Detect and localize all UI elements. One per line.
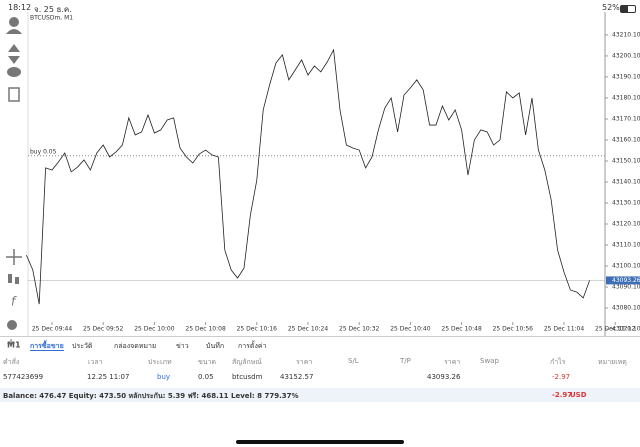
battery-icon [620, 5, 636, 13]
y-tick-label: 43160.10 [612, 136, 640, 143]
x-tick-label: 25 Dec 10:40 [390, 326, 431, 333]
column-header: เวลา [88, 358, 103, 366]
timeframe[interactable]: M1 [7, 341, 21, 350]
account-summary: Balance: 476.47 Equity: 473.50 หลักประกั… [3, 392, 299, 400]
chart-title: BTCUSDm, M1 [30, 15, 73, 22]
cell: btcusdm [232, 373, 263, 381]
add-button[interactable]: + [6, 336, 17, 350]
x-tick-label: 25 Dec 10:56 [493, 326, 534, 333]
tab[interactable]: ประวัติ [72, 342, 93, 350]
indicator-icon-2 [15, 277, 19, 284]
column-header: กำไร [550, 358, 566, 366]
price-tag [606, 276, 640, 285]
y-tick-label: 43140.10 [612, 178, 640, 185]
total-profit: -2.97 [552, 391, 573, 399]
y-tick-label: 43170.10 [612, 115, 640, 122]
column-header: Swap [480, 357, 499, 365]
column-header: ประเภท [148, 358, 172, 366]
column-header: ราคา [444, 358, 461, 366]
y-tick-label: 43100.10 [612, 263, 640, 270]
cell: buy [157, 373, 171, 381]
cell: 43093.26 [427, 373, 461, 381]
column-header: T/P [400, 357, 411, 365]
trade-icon[interactable] [8, 44, 20, 64]
tab[interactable]: การตั้งค่า [238, 342, 267, 350]
column-header: สัญลักษณ์ [232, 358, 262, 366]
account-icon[interactable] [9, 17, 19, 27]
tab[interactable]: กล่องจดหมาย [114, 342, 157, 350]
column-header: คำสั่ง [3, 358, 20, 366]
y-tick-label: 43070.10 [612, 326, 640, 333]
clock: 18:12 [8, 3, 32, 12]
tab-underline [30, 350, 64, 351]
y-tick-label: 43150.10 [612, 157, 640, 164]
home-indicator [236, 440, 404, 444]
tab[interactable]: บันทึก [206, 342, 225, 350]
x-tick-label: 25 Dec 09:52 [83, 326, 124, 333]
tab[interactable]: ข่าว [176, 342, 189, 350]
indicator-icon[interactable] [8, 274, 12, 283]
date: จ. 25 ธ.ค. [34, 5, 72, 14]
y-tick-label: 43180.10 [612, 94, 640, 101]
cell: 577423699 [3, 373, 44, 381]
y-tick-label: 43080.10 [612, 305, 640, 312]
y-tick-label: 43110.10 [612, 242, 640, 249]
x-tick-label: 25 Dec 10:16 [237, 326, 278, 333]
cell: -2.97 [552, 373, 571, 381]
x-tick-label: 25 Dec 10:48 [441, 326, 482, 333]
x-tick-label: 25 Dec 11:04 [544, 326, 585, 333]
column-header: S/L [348, 357, 359, 365]
x-tick-label: 25 Dec 10:24 [288, 326, 329, 333]
account-icon-body [6, 29, 22, 34]
cell: 0.05 [198, 373, 214, 381]
price-tag-label: 43093.26 [612, 277, 640, 284]
column-header: ขนาด [198, 358, 217, 366]
tab[interactable]: การซื้อขาย [30, 342, 64, 350]
divider [0, 336, 640, 337]
crosshair-icon[interactable] [6, 249, 22, 265]
y-tick-label: 43130.10 [612, 200, 640, 207]
price-line-series [26, 48, 590, 305]
y-tick-label: 43190.10 [612, 73, 640, 80]
chart: BTCUSDm, M1 43070.10 43080.10 43090.10 4310… [26, 12, 640, 336]
currency: USD [570, 391, 587, 399]
chat-icon[interactable] [7, 67, 21, 77]
x-tick-label: 25 Dec 11:12 [595, 326, 636, 333]
position-label: buy 0.05 [30, 148, 57, 155]
column-header: หมายเหตุ [598, 358, 627, 366]
y-tick-label: 43200.10 [612, 52, 640, 59]
x-tick-label: 25 Dec 10:32 [339, 326, 380, 333]
x-tick-label: 25 Dec 10:08 [185, 326, 226, 333]
cell: 43152.57 [280, 373, 314, 381]
objects-icon[interactable] [7, 320, 17, 330]
function-icon[interactable]: f [11, 295, 17, 309]
x-tick-label: 25 Dec 10:00 [134, 326, 175, 333]
battery: 52% [602, 3, 620, 12]
column-header: ราคา [296, 358, 313, 366]
cell: 12.25 11:07 [87, 373, 130, 381]
toolbar: f M1 [6, 17, 22, 350]
footer [0, 388, 640, 402]
x-tick-label: 25 Dec 09:44 [32, 326, 73, 333]
y-tick-label: 43210.10 [612, 31, 640, 38]
new-icon[interactable] [8, 87, 20, 102]
y-tick-label: 43090.10 [612, 284, 640, 291]
y-tick-label: 43120.10 [612, 221, 640, 228]
